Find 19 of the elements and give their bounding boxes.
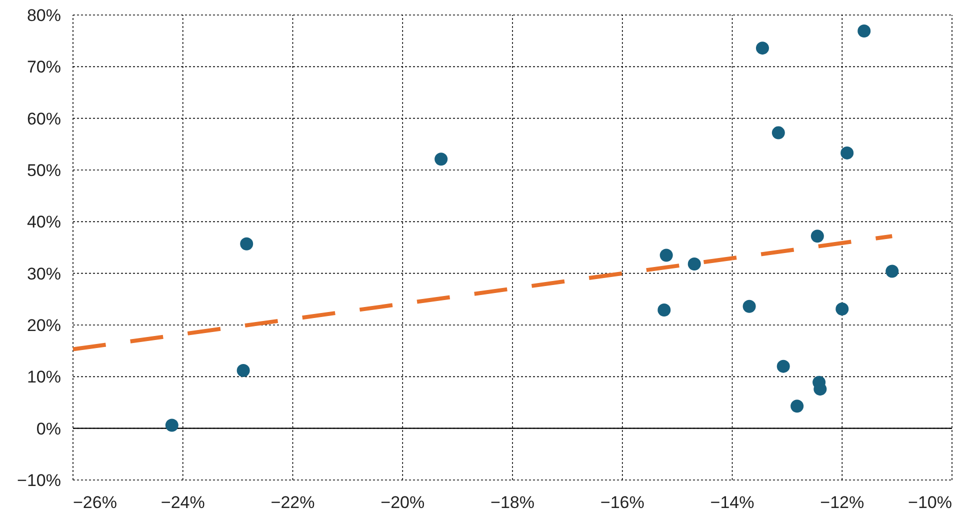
x-tick-label: −10%	[908, 493, 952, 512]
y-tick-label: 30%	[26, 264, 61, 284]
y-tick-label: 80%	[26, 6, 61, 25]
x-tick-label: −16%	[600, 493, 644, 512]
x-tick-label: −18%	[490, 493, 534, 512]
y-tick-label: 70%	[26, 58, 61, 77]
y-tick-label: 20%	[26, 316, 61, 335]
x-tick-label: −20%	[380, 493, 425, 512]
x-tick-label: −24%	[160, 493, 205, 512]
y-tick-label: 60%	[26, 109, 61, 128]
x-tick-label: −12%	[820, 493, 864, 512]
x-tick-label: −22%	[270, 493, 315, 512]
y-tick-label: 50%	[26, 160, 61, 180]
x-tick-label: −26%	[73, 493, 117, 512]
y-tick-label: 10%	[26, 368, 61, 387]
y-tick-label: −10%	[17, 470, 61, 490]
y-tick-label: 0%	[36, 419, 61, 438]
x-tick-label: −14%	[710, 493, 754, 512]
y-tick-label: 40%	[26, 212, 61, 232]
